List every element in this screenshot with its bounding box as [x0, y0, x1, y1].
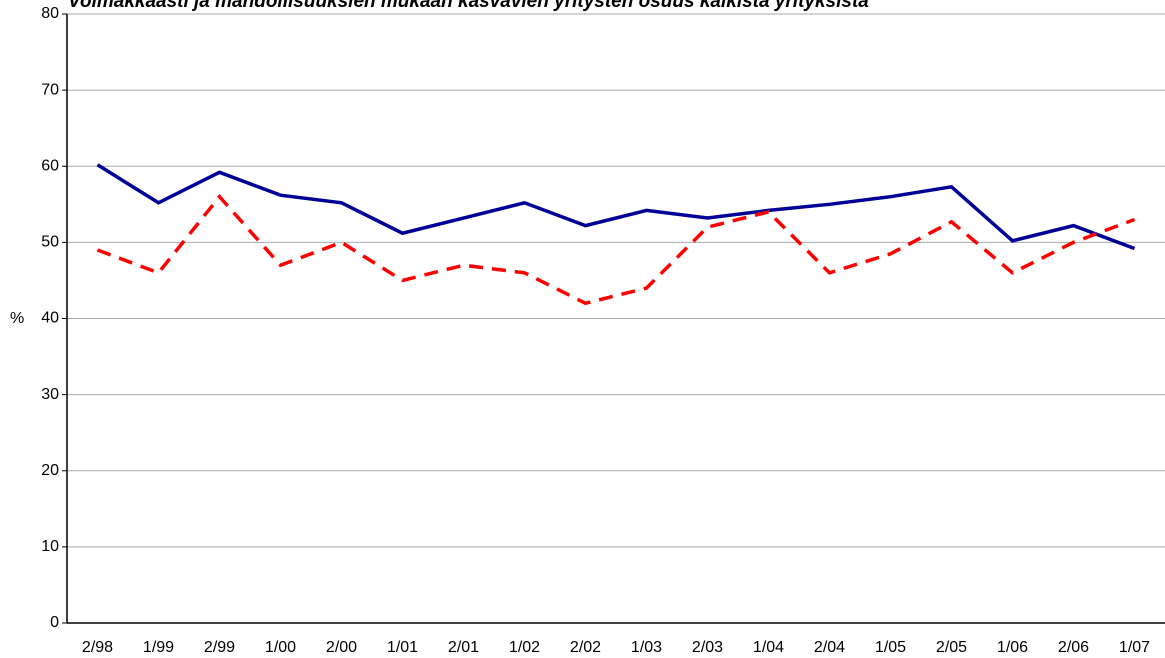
y-tick-label: 50: [41, 234, 59, 251]
x-tick-label: 2/98: [82, 639, 113, 656]
series-line: [96, 193, 1136, 306]
x-tick-label: 2/06: [1058, 639, 1089, 656]
y-tick-label: 40: [41, 310, 59, 327]
x-tick-label: 1/01: [387, 639, 418, 656]
x-tick-label: 1/99: [143, 639, 174, 656]
x-tick-label: 1/00: [265, 639, 296, 656]
x-tick-label: 1/02: [509, 639, 540, 656]
y-tick-label: 70: [41, 81, 59, 98]
x-tick-label: 1/07: [1119, 639, 1150, 656]
y-axis-label: %: [10, 310, 24, 327]
x-tick-label: 2/01: [448, 639, 479, 656]
chart-title: Voimakkaasti ja mahdollisuuksien mukaan …: [68, 0, 869, 12]
x-tick-label: 1/04: [753, 639, 784, 656]
x-tick-label: 2/00: [326, 639, 357, 656]
y-tick-label: 80: [41, 5, 59, 22]
y-tick-label: 60: [41, 157, 59, 174]
y-tick-label: 20: [41, 462, 59, 479]
x-tick-label: 2/02: [570, 639, 601, 656]
x-tick-label: 2/04: [814, 639, 845, 656]
series-line: [96, 163, 1136, 251]
x-tick-label: 2/03: [692, 639, 723, 656]
x-tick-label: 1/06: [997, 639, 1028, 656]
y-tick-label: 30: [41, 386, 59, 403]
y-tick-label: 10: [41, 538, 59, 555]
x-tick-label: 2/99: [204, 639, 235, 656]
y-tick-label: 0: [50, 614, 59, 631]
x-tick-label: 1/05: [875, 639, 906, 656]
x-tick-label: 2/05: [936, 639, 967, 656]
x-tick-label: 1/03: [631, 639, 662, 656]
